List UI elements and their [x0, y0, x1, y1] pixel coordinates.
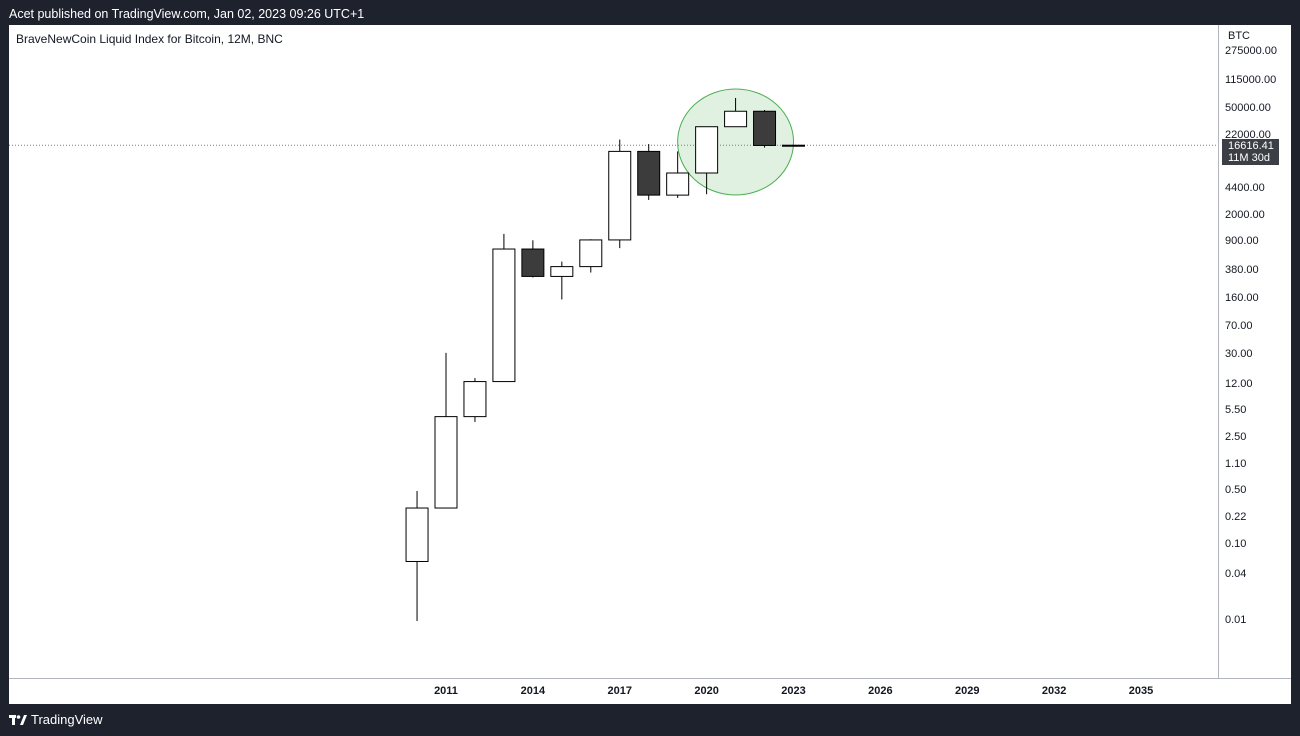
candle-body	[695, 126, 719, 174]
price-tick-label: 5.50	[1225, 404, 1247, 417]
publish-header: Acet published on TradingView.com, Jan 0…	[0, 0, 1300, 25]
candle-body	[521, 248, 545, 277]
candle-body	[666, 172, 690, 196]
currency-label: BTC	[1228, 30, 1250, 42]
price-axis[interactable]: BTC	[1218, 25, 1292, 679]
price-tick-label: 1.10	[1225, 457, 1247, 470]
publish-info: Acet published on TradingView.com, Jan 0…	[9, 7, 365, 21]
time-tick-label: 2011	[434, 685, 458, 697]
price-tick-label: 2.50	[1225, 430, 1247, 443]
chart-frame[interactable]: BraveNewCoin Liquid Index for Bitcoin, 1…	[9, 25, 1291, 704]
last-price-badge: 16616.41 11M 30d	[1222, 139, 1279, 165]
price-tick-label: 22000.00	[1225, 128, 1271, 141]
time-tick-label: 2035	[1128, 685, 1154, 697]
time-tick-label: 2017	[607, 685, 632, 697]
time-tick-label: 2020	[694, 685, 719, 697]
price-tick-label: 0.10	[1225, 537, 1247, 550]
price-tick-label: 0.04	[1225, 567, 1247, 580]
price-tick-label: 275000.00	[1225, 45, 1277, 57]
candle-body	[463, 381, 487, 418]
candlestick-plot[interactable]	[9, 25, 1291, 704]
candle-body	[724, 110, 748, 128]
price-tick-label: 900.00	[1225, 235, 1259, 248]
time-tick-label: 2023	[781, 685, 806, 697]
price-tick-label: 380.00	[1225, 263, 1259, 276]
price-tick-label: 50000.00	[1225, 101, 1271, 114]
price-tick-label: 0.01	[1225, 614, 1247, 626]
price-tick-label: 12.00	[1225, 378, 1253, 391]
candle-body	[753, 110, 777, 146]
price-tick-label: 0.50	[1225, 484, 1247, 497]
candle-body	[405, 507, 429, 562]
price-tick-label: 115000.00	[1225, 73, 1277, 86]
candle-body	[550, 266, 574, 277]
bar-countdown: 11M 30d	[1228, 152, 1270, 164]
time-axis[interactable]	[9, 678, 1291, 705]
candle-body	[637, 150, 661, 196]
price-tick-label: 160.00	[1225, 292, 1259, 305]
last-price-value: 16616.41	[1228, 140, 1274, 152]
tradingview-footer[interactable]: TradingView	[9, 712, 103, 727]
tradingview-logo-icon	[9, 714, 27, 725]
time-tick-label: 2026	[868, 685, 893, 697]
price-tick-label: 0.22	[1225, 511, 1247, 524]
candle-body	[579, 239, 603, 268]
candle-body	[492, 248, 516, 383]
price-tick-label: 2000.00	[1225, 208, 1265, 221]
candle-body	[434, 416, 458, 509]
brand-name: TradingView	[31, 712, 103, 727]
time-tick-label: 2014	[520, 685, 546, 697]
price-tick-label: 70.00	[1225, 319, 1253, 332]
candle-body	[782, 144, 805, 147]
time-tick-label: 2029	[955, 685, 980, 697]
chart-title: BraveNewCoin Liquid Index for Bitcoin, 1…	[16, 32, 283, 46]
candle-body	[608, 150, 632, 241]
price-tick-label: 4400.00	[1225, 182, 1265, 195]
price-tick-label: 30.00	[1225, 348, 1253, 361]
time-tick-label: 2032	[1041, 685, 1067, 697]
